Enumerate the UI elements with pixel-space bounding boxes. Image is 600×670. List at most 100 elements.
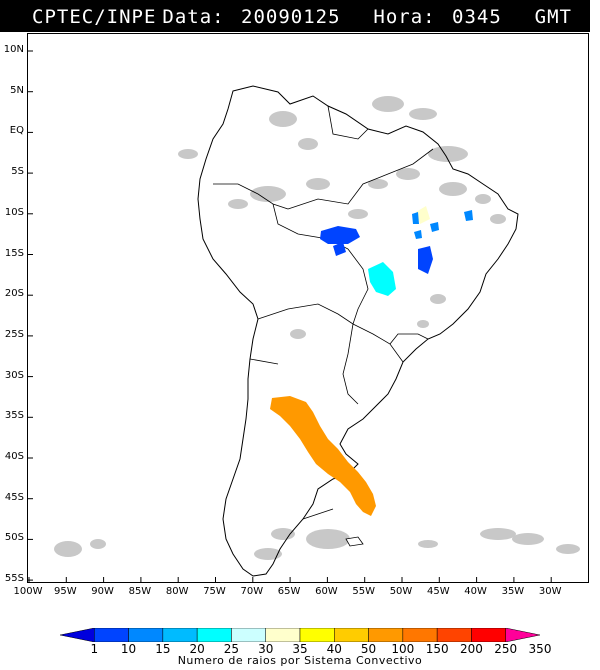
cloud-patch — [178, 149, 198, 159]
date-time-label: Data: 20090125 Hora: 0345 GMT — [162, 6, 572, 28]
lat-label: 10N — [3, 44, 24, 55]
cloud-patch — [512, 533, 544, 545]
color-scale-segment — [265, 628, 301, 642]
cloud-patch — [306, 178, 330, 190]
cloud-patch — [269, 111, 297, 127]
map-ticks — [28, 50, 552, 582]
cloud-patch — [480, 528, 516, 540]
lat-label: EQ — [9, 125, 24, 137]
cloud-patch — [430, 294, 446, 304]
color-scale-label: 40 — [326, 642, 342, 656]
color-scale-segment — [471, 628, 506, 642]
lat-label: 35S — [4, 410, 24, 422]
color-scale-segment — [94, 628, 129, 642]
cloud-patch — [306, 529, 350, 549]
title-bar: CPTEC/INPE Data: 20090125 Hora: 0345 GMT — [0, 0, 590, 32]
color-scale-label: 50 — [360, 642, 377, 656]
lon-label: 60W — [315, 586, 338, 597]
cloud-patch — [556, 544, 580, 554]
cloud-patch — [417, 320, 429, 328]
cloud-patch — [298, 138, 318, 150]
color-scale-segment — [368, 628, 404, 642]
south-america-coast — [197, 85, 519, 577]
color-scale-segment — [128, 628, 164, 642]
color-scale-label: 100 — [391, 642, 415, 656]
cloud-patch — [348, 209, 368, 219]
lat-label: 40S — [4, 451, 24, 462]
cloud-patch — [250, 186, 286, 202]
cloud-patch — [428, 146, 468, 162]
lon-label: 85W — [128, 586, 152, 597]
cloud-patch — [228, 199, 248, 209]
lat-label: 50S — [4, 532, 24, 544]
system-bahia-blue — [412, 210, 473, 239]
lat-label: 55S — [4, 573, 24, 585]
color-scale-segment — [436, 628, 472, 642]
country-borders — [213, 105, 434, 520]
cloud-patch — [368, 179, 388, 189]
lat-label: 20S — [4, 288, 24, 300]
lon-label: 35W — [501, 586, 525, 597]
color-scale-segment — [162, 628, 198, 642]
system-argentina — [270, 396, 376, 516]
color-scale-label: 200 — [459, 642, 483, 656]
lon-label: 100W — [13, 586, 43, 597]
agency-title: CPTEC/INPE — [32, 6, 157, 28]
color-scale-label: 150 — [425, 642, 449, 656]
cloud-patch — [409, 108, 437, 120]
lon-label: 75W — [203, 586, 226, 597]
lon-label: 40W — [464, 586, 487, 597]
lat-label: 5S — [11, 166, 24, 178]
color-scale-label: 35 — [292, 642, 308, 656]
color-scale-title: Numero de raios por Sistema Convectivo — [177, 654, 423, 667]
cloud-patch — [372, 96, 404, 112]
color-scale-bar — [60, 628, 540, 642]
lon-label: 80W — [165, 586, 189, 597]
lat-label: 5N — [10, 84, 24, 96]
cloud-patch — [290, 329, 306, 339]
color-scale-label: 25 — [223, 642, 240, 656]
lon-label: 55W — [352, 586, 375, 597]
lon-label: 70W — [240, 586, 264, 597]
color-scale-segment — [334, 628, 369, 642]
system-mato-grosso — [320, 226, 360, 244]
color-scale-segment — [299, 628, 335, 642]
convective-systems — [270, 206, 473, 516]
cloud-patch — [490, 214, 506, 224]
cloud-patch — [271, 528, 295, 540]
lat-label: 25S — [4, 328, 24, 340]
lon-label: 30W — [538, 586, 562, 597]
cloud-cover — [54, 96, 580, 560]
map-frame — [27, 33, 589, 583]
island-falklands — [345, 536, 364, 547]
lat-label: 15S — [4, 247, 24, 259]
color-scale-segment — [505, 628, 540, 642]
color-scale-label: 350 — [528, 642, 552, 656]
system-mato-grosso-small — [333, 242, 346, 256]
cloud-patch — [90, 539, 106, 549]
system-minas-gerais — [418, 246, 433, 274]
cloud-patch — [396, 168, 420, 180]
cloud-patch — [254, 548, 282, 560]
color-scale-segment — [196, 628, 232, 642]
lat-label: 30S — [4, 369, 24, 381]
map-canvas — [28, 50, 580, 582]
color-scale-label: 30 — [258, 642, 274, 656]
color-scale-label: 250 — [494, 642, 518, 656]
color-scale-segment — [60, 628, 95, 642]
color-scale-label: 1 — [90, 642, 99, 656]
lon-label: 95W — [53, 586, 77, 597]
cloud-patch — [418, 540, 438, 548]
color-scale-segment — [231, 628, 266, 642]
lon-label: 65W — [277, 586, 301, 597]
system-bahia-yellow — [416, 206, 430, 224]
lon-label: 50W — [389, 586, 413, 597]
cloud-patch — [439, 182, 467, 196]
color-scale-label: 15 — [155, 642, 171, 656]
color-scale-segment — [402, 628, 438, 642]
system-mato-grosso-sul — [368, 262, 396, 296]
lat-label: 10S — [4, 206, 24, 218]
lon-label: 45W — [426, 586, 450, 597]
cloud-patch — [475, 194, 491, 204]
lon-label: 90W — [91, 586, 114, 597]
